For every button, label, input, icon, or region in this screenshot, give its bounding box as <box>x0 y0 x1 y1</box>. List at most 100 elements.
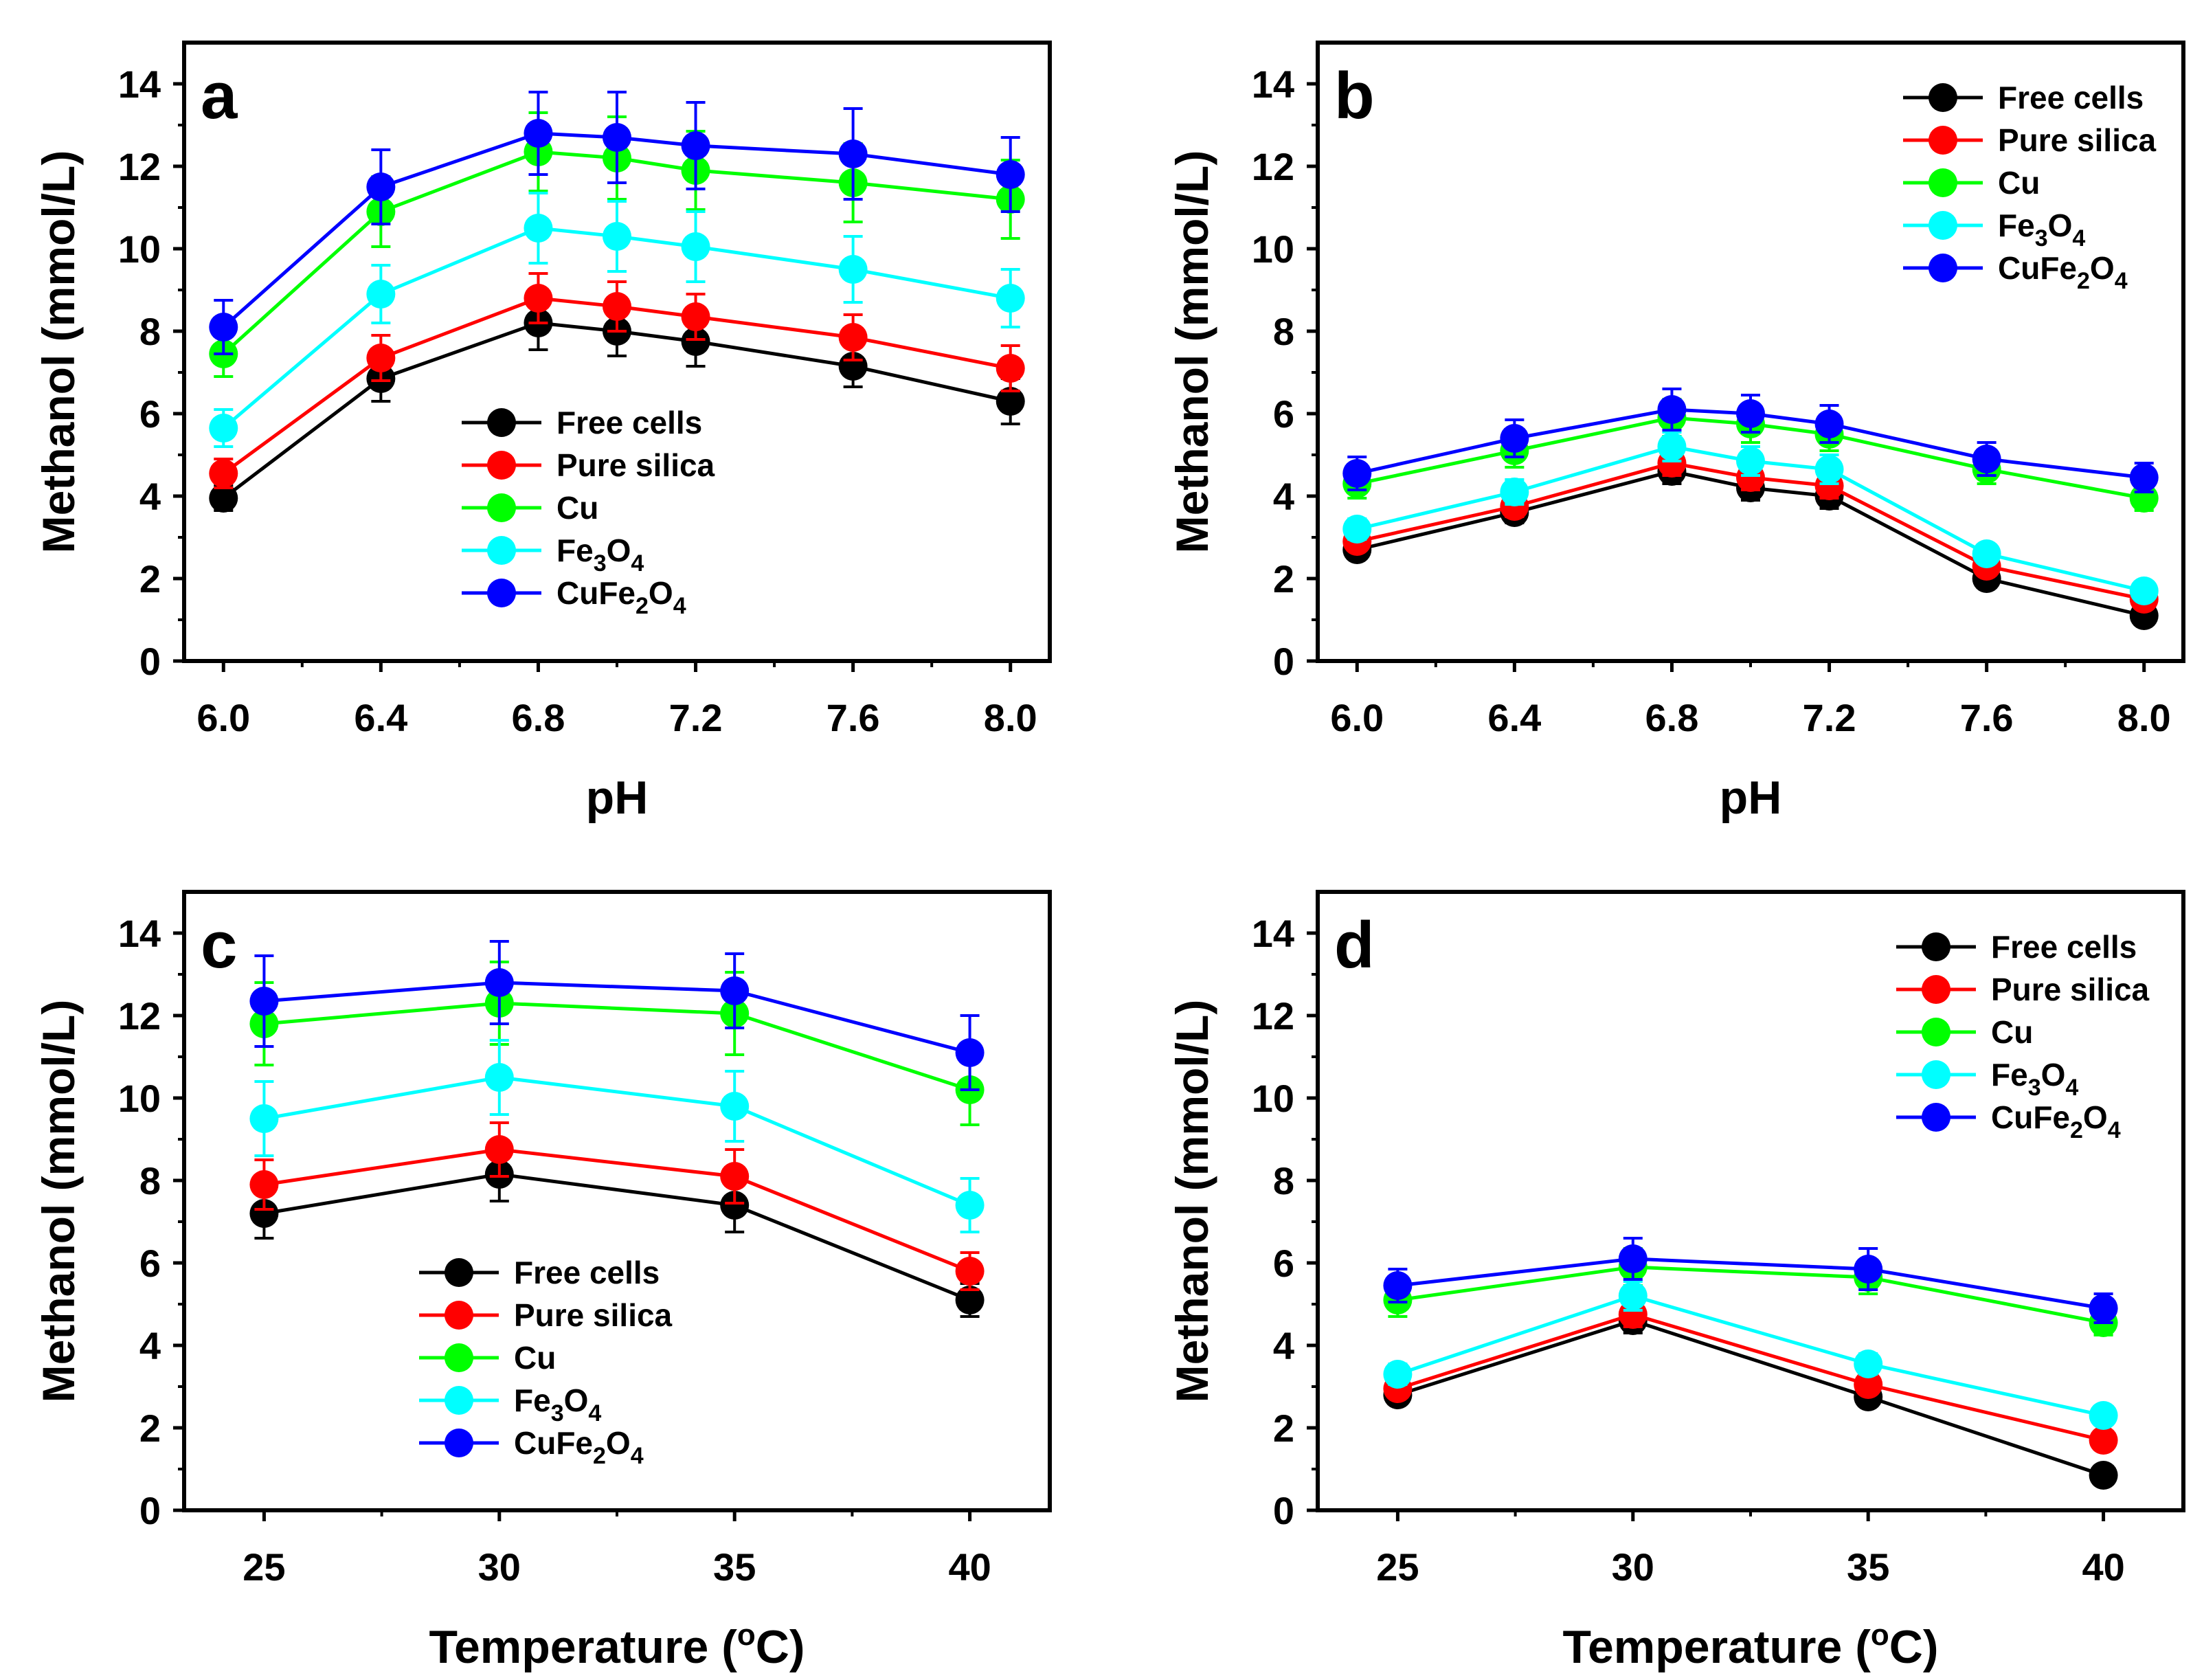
y-tick-label: 10 <box>1252 1077 1294 1120</box>
legend-marker <box>1928 254 1957 282</box>
y-tick-label: 4 <box>1273 475 1294 518</box>
series-pure-silica <box>1383 1300 2118 1455</box>
series-fe3o4 <box>1383 1280 2118 1430</box>
data-point <box>996 387 1025 416</box>
series-line <box>1397 1257 2104 1310</box>
legend-label-base: Free cells <box>1991 929 2137 965</box>
legend-label-part: O <box>606 1425 631 1461</box>
y-tick-label: 12 <box>1252 145 1294 188</box>
legend-label: Free cells <box>556 405 702 440</box>
y-tick-label: 8 <box>139 310 161 353</box>
legend-marker <box>1922 1060 1950 1089</box>
data-point <box>720 1191 750 1220</box>
legend-label-subscript: 4 <box>2115 268 2128 294</box>
y-tick-label: 0 <box>139 1489 161 1532</box>
data-point <box>996 354 1025 383</box>
legend-label-base: Fe <box>514 1382 551 1418</box>
legend-label-subscript: 3 <box>2028 1075 2041 1101</box>
x-axis-label-sup: o <box>1871 1618 1889 1652</box>
y-tick-label: 6 <box>1273 1242 1294 1285</box>
y-tick-label: 4 <box>1273 1324 1294 1367</box>
legend-marker <box>487 408 516 437</box>
data-point <box>681 232 710 261</box>
panel-label: b <box>1334 59 1375 133</box>
data-point <box>249 1104 279 1133</box>
y-tick-label: 2 <box>1273 557 1294 601</box>
x-tick-label: 7.2 <box>669 696 723 739</box>
x-tick-label: 7.2 <box>1803 696 1856 739</box>
y-axis-label: Methanol (mmol/L) <box>33 1000 84 1403</box>
y-tick-label: 0 <box>1273 640 1294 683</box>
data-point <box>366 280 396 309</box>
y-tick-label: 14 <box>118 63 161 106</box>
x-tick-label: 30 <box>478 1545 521 1589</box>
legend-marker <box>487 451 516 480</box>
legend-label-base: Fe <box>1991 1057 2028 1093</box>
plot-frame <box>182 890 1052 1512</box>
x-tick-label: 30 <box>1612 1545 1654 1589</box>
x-tick-label: 40 <box>948 1545 991 1589</box>
panel-label: d <box>1334 908 1375 982</box>
data-point <box>484 1063 514 1092</box>
legend-label-subscript: 4 <box>2072 225 2085 251</box>
legend-marker <box>445 1258 473 1287</box>
legend-marker <box>487 579 516 607</box>
legend-label: Pure silica <box>1991 972 2150 1007</box>
y-axis-label: Methanol (mmol/L) <box>1167 1000 1217 1403</box>
legend-label-base: Fe <box>556 533 594 568</box>
legend-label-base: Free cells <box>514 1255 660 1290</box>
legend-label-subscript: 2 <box>2077 268 2090 294</box>
data-point <box>1383 1360 1413 1389</box>
data-point <box>603 222 631 251</box>
series-line <box>264 1001 971 1092</box>
data-point <box>681 131 710 160</box>
legend-label-part: O <box>564 1382 589 1418</box>
data-point <box>838 255 868 284</box>
data-point <box>209 459 238 488</box>
data-point <box>249 1199 279 1228</box>
x-tick-label: 6.8 <box>1645 696 1699 739</box>
legend-label-subscript: 2 <box>2070 1117 2083 1143</box>
y-tick-label: 0 <box>1273 1489 1294 1532</box>
data-point <box>209 414 238 443</box>
data-point <box>720 976 750 1005</box>
legend-label-part: O <box>2090 250 2115 286</box>
legend-label: Fe3O4 <box>1998 208 2085 251</box>
panel-label: a <box>201 59 238 133</box>
data-point <box>524 214 553 243</box>
legend-label-base: Cu <box>1991 1014 2033 1050</box>
legend-marker <box>1922 1103 1950 1132</box>
legend-label-subscript: 4 <box>2065 1075 2078 1101</box>
legend-label-subscript: 3 <box>2035 225 2048 251</box>
y-tick-label: 12 <box>118 145 161 188</box>
series-line <box>264 981 971 1055</box>
data-point <box>720 1092 750 1121</box>
x-tick-label: 6.4 <box>1487 696 1541 739</box>
data-point <box>2089 1426 2118 1455</box>
data-point <box>1657 395 1687 424</box>
legend-label-base: Pure silica <box>1998 122 2157 158</box>
y-tick-label: 6 <box>1273 392 1294 436</box>
legend-marker <box>487 493 516 522</box>
data-point <box>249 1170 279 1199</box>
legend-label-part: O <box>2083 1099 2108 1135</box>
data-point <box>681 302 710 331</box>
series-line <box>1397 1312 2104 1442</box>
data-point <box>1814 410 1844 438</box>
legend-label-subscript: 4 <box>673 593 686 619</box>
series-cufe2o4 <box>249 940 985 1091</box>
legend-label: Fe3O4 <box>556 533 644 576</box>
legend-label-part: O <box>2048 208 2073 243</box>
legend-marker <box>445 1429 473 1457</box>
legend-label-base: Pure silica <box>556 447 715 483</box>
legend-label: Cu <box>556 490 598 526</box>
y-tick-label: 4 <box>139 1324 161 1367</box>
x-axis-label: pH <box>586 772 649 824</box>
y-tick-label: 10 <box>118 227 161 271</box>
data-point <box>1814 455 1844 484</box>
legend-label-base: Cu <box>514 1340 556 1376</box>
